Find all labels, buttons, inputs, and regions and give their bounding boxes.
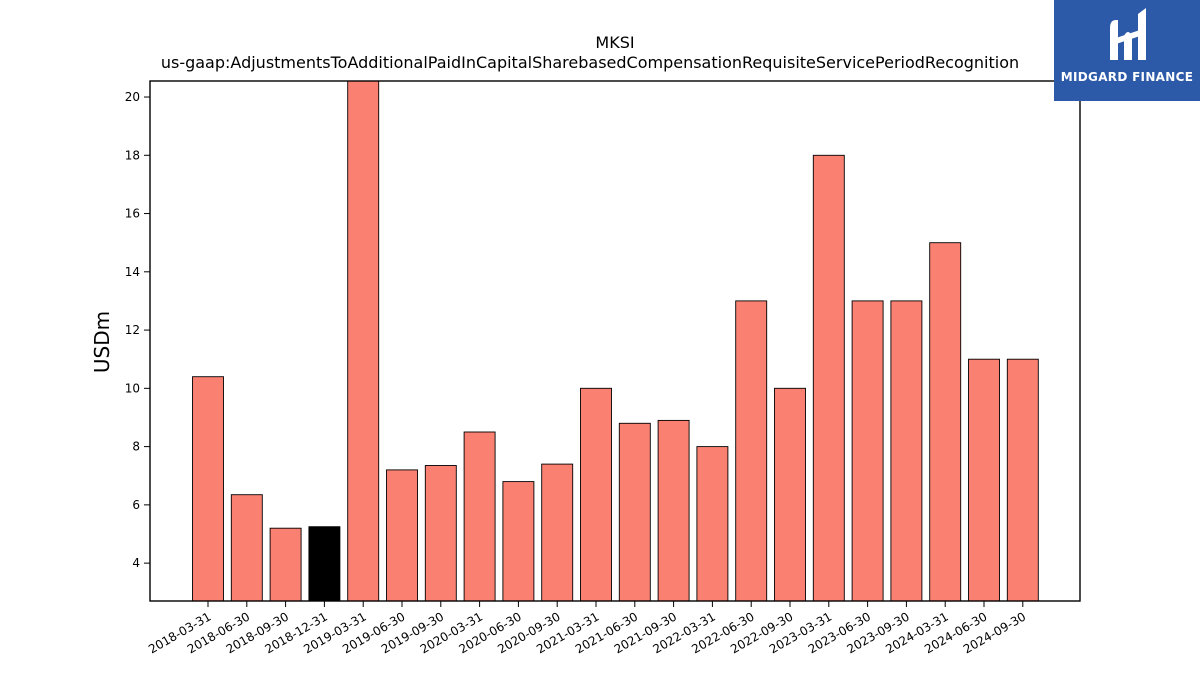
y-tick-label: 12 — [125, 323, 140, 337]
x-axis-ticks: 2018-03-312018-06-302018-09-302018-12-31… — [146, 601, 1028, 656]
chart-subtitle: us-gaap:AdjustmentsToAdditionalPaidInCap… — [161, 53, 1019, 72]
y-tick-label: 14 — [125, 265, 140, 279]
bar-2020-09-30 — [541, 463, 574, 602]
bar-2023-06-30 — [851, 300, 884, 602]
midgard-finance-logo: MIDGARD FINANCE — [1054, 0, 1200, 101]
bar-2023-09-30 — [890, 300, 923, 602]
bar-2020-03-31 — [463, 431, 496, 602]
bar-2024-06-30 — [968, 358, 1000, 602]
midgard-logo-icon — [1110, 8, 1146, 60]
bar-2024-03-31 — [929, 242, 962, 602]
y-tick-label: 4 — [132, 556, 140, 570]
bar-2018-06-30 — [230, 494, 263, 602]
bars-group — [192, 80, 1039, 602]
bar-2021-09-30 — [657, 419, 690, 602]
bar-2022-03-31 — [696, 446, 729, 602]
bar-2019-06-30 — [386, 469, 418, 602]
y-tick-label: 20 — [125, 90, 140, 104]
bar-2022-06-30 — [735, 300, 768, 602]
logo-text: MIDGARD FINANCE — [1060, 70, 1194, 84]
bar-2024-09-30 — [1006, 358, 1039, 602]
bar-2018-09-30 — [269, 527, 302, 602]
bar-2021-03-31 — [580, 387, 612, 602]
y-tick-label: 10 — [125, 381, 140, 395]
chart-title: MKSI — [595, 33, 634, 52]
plot-frame — [149, 80, 1081, 602]
bar-2018-03-31 — [192, 376, 224, 602]
bar-2021-06-30 — [618, 422, 651, 602]
bar-2022-09-30 — [774, 387, 806, 602]
bar-2020-06-30 — [502, 481, 535, 602]
bar-2018-12-31 — [308, 526, 341, 602]
y-axis-ticks: 4 6 8 10 12 14 16 18 20 — [125, 90, 150, 570]
y-tick-label: 16 — [125, 207, 140, 221]
y-axis-label: USDm — [90, 311, 114, 373]
y-tick-label: 6 — [132, 498, 140, 512]
bar-2019-03-31 — [347, 80, 380, 602]
bar-2019-09-30 — [424, 465, 457, 602]
bar-2023-03-31 — [812, 154, 845, 602]
y-tick-label: 18 — [125, 148, 140, 162]
y-tick-label: 8 — [132, 440, 140, 454]
